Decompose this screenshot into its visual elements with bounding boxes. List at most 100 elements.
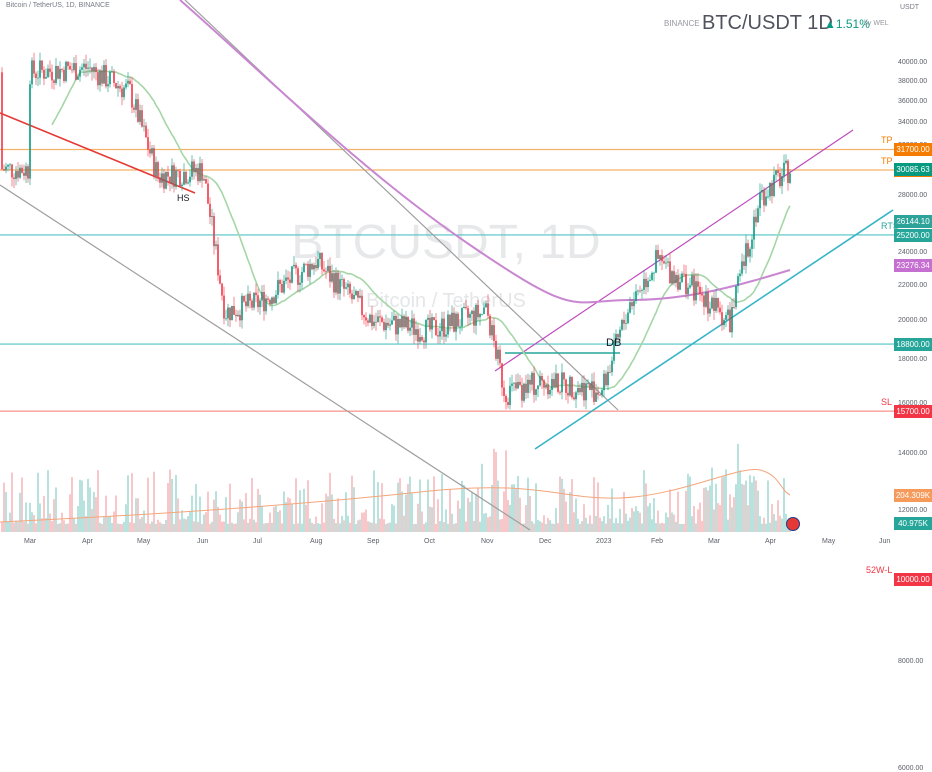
volume-bar: [773, 514, 775, 532]
candle-body: [649, 279, 651, 281]
volume-bar: [377, 482, 379, 532]
candle-body: [441, 318, 443, 332]
candle-body: [63, 69, 65, 82]
candle-body: [277, 280, 279, 295]
candle-body: [609, 371, 611, 373]
volume-bar: [47, 470, 49, 532]
candle-body: [135, 99, 137, 110]
volume-bar: [193, 521, 195, 532]
candle-body: [751, 239, 753, 249]
candle-body: [229, 307, 231, 321]
candle-body: [241, 295, 243, 321]
candle-body: [427, 317, 429, 320]
volume-bar: [503, 491, 505, 532]
candle-body: [125, 83, 127, 88]
candle-body: [471, 310, 473, 314]
candle-body: [743, 261, 745, 266]
candle-body: [527, 379, 529, 393]
volume-bar: [273, 506, 275, 532]
volume-bar: [613, 523, 615, 532]
candle-body: [285, 277, 287, 281]
candle-body: [511, 383, 513, 386]
candle-body: [443, 318, 445, 337]
candle-body: [53, 80, 55, 83]
candle-body: [129, 80, 131, 85]
volume-bar: [755, 480, 757, 532]
volume-bar: [371, 522, 373, 532]
candle-body: [659, 255, 661, 259]
candle-body: [635, 291, 637, 302]
volume-bar: [577, 518, 579, 532]
candle-body: [529, 379, 531, 385]
candle-body: [169, 176, 171, 184]
volume-bar: [571, 479, 573, 532]
volume-bar: [725, 469, 727, 532]
volume-bar: [181, 510, 183, 532]
volume-bar: [659, 523, 661, 532]
candle-body: [785, 160, 787, 163]
volume-bar: [545, 523, 547, 532]
volume-bar: [775, 520, 777, 532]
candle-body: [447, 314, 449, 335]
volume-bar: [187, 516, 189, 532]
candle-body: [113, 71, 115, 84]
channel-upper-line: [494, 129, 854, 372]
candle-body: [617, 334, 619, 338]
candle-body: [173, 165, 175, 187]
volume-bar: [383, 519, 385, 532]
volume-bar: [197, 521, 199, 532]
volume-bar: [621, 523, 623, 532]
candle-body: [143, 125, 145, 127]
volume-bar: [309, 518, 311, 532]
candle-body: [167, 172, 169, 177]
volume-bar: [399, 478, 401, 532]
candle-body: [191, 161, 193, 177]
candle-body: [733, 307, 735, 308]
candle-body: [13, 177, 15, 179]
candle-body: [97, 72, 99, 86]
candle-body: [163, 173, 165, 189]
volume-bar: [111, 522, 113, 532]
candle-body: [67, 61, 69, 66]
candle-body: [581, 382, 583, 393]
candle-body: [647, 280, 649, 288]
volume-bar: [497, 480, 499, 532]
candle-body: [23, 172, 25, 176]
volume-bar: [711, 467, 713, 532]
candle-body: [715, 297, 717, 311]
volume-bar: [211, 521, 213, 532]
y-tick-label: 20000.00: [898, 317, 928, 324]
volume-bar: [647, 506, 649, 532]
candle-body: [457, 313, 459, 327]
volume-bar: [323, 522, 325, 532]
volume-bar: [727, 519, 729, 532]
candle-body: [515, 382, 517, 389]
candle-body: [681, 273, 683, 283]
volume-bar: [207, 491, 209, 532]
level-label: TP: [881, 135, 893, 146]
y-tick-label: 8000.00: [898, 658, 924, 666]
candle-body: [3, 169, 5, 171]
candle-body: [217, 244, 219, 276]
candle-body: [267, 298, 269, 300]
volume-bar: [105, 495, 107, 532]
volume-bar: [119, 523, 121, 532]
candle-body: [713, 297, 715, 311]
candle-body: [227, 307, 229, 319]
candle-body: [435, 320, 437, 336]
candle-body: [35, 73, 37, 79]
candle-body: [497, 349, 499, 359]
volume-bar: [117, 523, 119, 532]
volume-bar: [771, 504, 773, 532]
candle-body: [703, 295, 705, 307]
candle-body: [667, 261, 669, 263]
volume-bar: [1, 521, 3, 532]
volume-bar: [429, 506, 431, 532]
candle-body: [31, 60, 33, 85]
volume-bar: [9, 512, 11, 532]
candle-body: [603, 373, 605, 391]
candle-body: [683, 273, 685, 275]
volume-bar: [255, 522, 257, 532]
volume-bar: [191, 495, 193, 532]
level-label: TP: [881, 156, 893, 166]
